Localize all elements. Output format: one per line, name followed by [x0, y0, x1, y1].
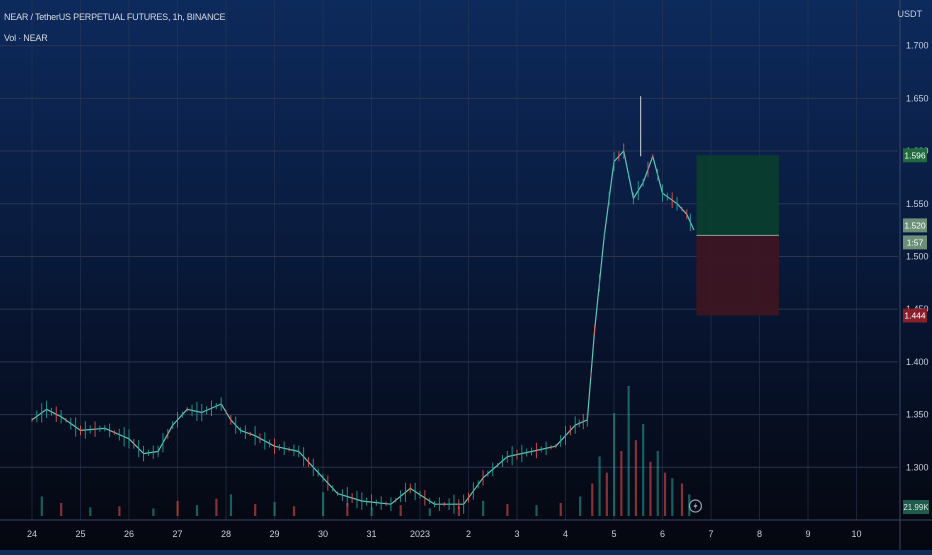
volume-bar: [535, 505, 538, 516]
volume-bar: [649, 461, 652, 516]
stop-loss-zone[interactable]: [696, 235, 779, 316]
volume-bar: [663, 472, 667, 516]
x-tick-label: 31: [366, 529, 376, 539]
volume-bar: [152, 508, 155, 516]
bolt-icon-glyph: [693, 502, 698, 510]
x-tick-label: 28: [221, 529, 231, 539]
volume-bar: [613, 413, 616, 516]
volume-bar: [254, 504, 257, 516]
y-tick-label: 1.500: [906, 251, 929, 261]
take-profit-zone[interactable]: [696, 155, 779, 236]
x-tick-label: 26: [124, 529, 134, 539]
volume-bar: [229, 494, 233, 516]
volume-bar: [346, 503, 349, 516]
y-tick-label: 1.300: [906, 462, 929, 472]
volume-bar: [322, 492, 325, 516]
entry-sub-badge: 1:57: [907, 237, 924, 247]
entry-sub-badge-bg: [903, 235, 927, 250]
x-tick-label: 8: [757, 529, 762, 539]
volume-bar: [292, 506, 296, 516]
y-tick-label: 1.400: [906, 357, 929, 367]
volume-bar: [671, 478, 674, 516]
x-tick-label: 9: [805, 529, 810, 539]
x-tick-label: 6: [660, 529, 665, 539]
x-tick-label: 4: [563, 529, 568, 539]
x-tick-label: 5: [611, 529, 616, 539]
x-tick-label: 29: [269, 529, 279, 539]
volume-bar: [457, 506, 460, 516]
target-price-badge: 1.596: [904, 150, 926, 160]
x-tick-label: 3: [514, 529, 519, 539]
x-tick-label: 25: [75, 529, 85, 539]
volume-bar: [370, 507, 373, 516]
volume-bar: [680, 483, 684, 516]
volume-bar: [642, 423, 645, 516]
volume-bar: [176, 500, 179, 516]
y-tick-label: 1.700: [906, 41, 929, 51]
x-tick-label: 2023: [410, 529, 430, 539]
volume-bar: [506, 504, 509, 516]
volume-bar: [579, 496, 582, 516]
volume-axis-label: 21.99K: [903, 503, 929, 512]
entry-price-badge-bg: [903, 218, 927, 233]
volume-bar: [89, 507, 92, 516]
volume-bar: [591, 483, 594, 516]
volume-bar: [656, 451, 659, 516]
volume-bar: [60, 503, 63, 516]
y-tick-label: 1.350: [906, 410, 929, 420]
volume-bar: [118, 506, 121, 516]
stop-price-badge-bg: [903, 308, 927, 323]
volume-bar: [559, 503, 562, 516]
volume-bar: [605, 472, 608, 516]
x-tick-label: 30: [318, 529, 328, 539]
volume-bar: [620, 451, 623, 516]
currency-label: USDT: [897, 9, 923, 19]
y-tick-label: 1.650: [906, 93, 929, 103]
volume-bar: [40, 496, 43, 516]
y-tick-label: 1.550: [906, 199, 929, 209]
volume-bar: [627, 386, 630, 516]
x-tick-label: 24: [27, 529, 37, 539]
x-tick-label: 10: [851, 529, 861, 539]
entry-price-badge: 1.520: [904, 220, 926, 230]
volume-bar: [598, 456, 601, 516]
x-tick-label: 2: [466, 529, 471, 539]
stop-price-badge: 1.444: [904, 310, 926, 320]
symbol-title[interactable]: NEAR / TetherUS PERPETUAL FUTURES, 1h, B…: [4, 12, 226, 22]
x-tick-label: 7: [708, 529, 713, 539]
volume-bar: [195, 505, 199, 516]
volume-indicator-label[interactable]: Vol · NEAR: [4, 33, 48, 43]
volume-bar: [482, 500, 485, 516]
x-tick-label: 27: [172, 529, 182, 539]
volume-bar: [428, 508, 431, 516]
volume-bar: [634, 440, 638, 516]
volume-bar: [273, 501, 276, 516]
volume-bar: [215, 498, 218, 516]
bolt-icon[interactable]: [688, 499, 703, 513]
volume-axis-bg: [903, 500, 929, 514]
target-price-badge-bg: [903, 148, 927, 163]
volume-bar: [399, 505, 402, 516]
